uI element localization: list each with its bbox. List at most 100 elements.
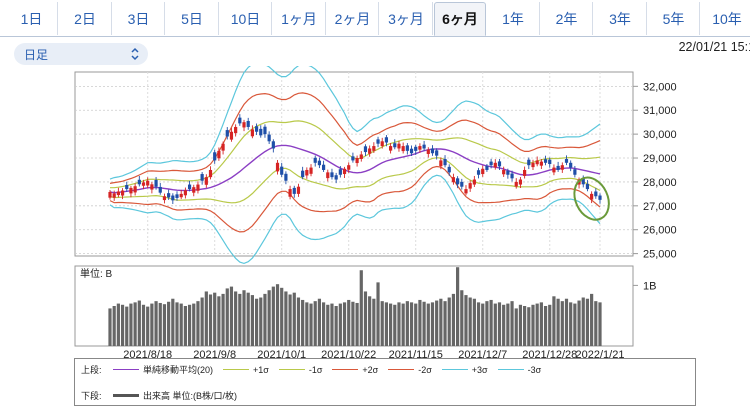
tab-6[interactable]: 2ヶ月: [327, 2, 379, 35]
volume-bar: [372, 298, 376, 346]
tab-7[interactable]: 3ヶ月: [381, 2, 433, 35]
candle-body: [489, 161, 493, 166]
time-tick-label: 2021/8/18: [123, 349, 172, 358]
tab-1[interactable]: 2日: [60, 2, 112, 35]
volume-bar: [418, 299, 422, 346]
time-tick-label: 2021/10/1: [257, 349, 306, 358]
candle-body: [426, 149, 430, 154]
candle-body: [133, 186, 137, 193]
candle-body: [468, 183, 472, 189]
volume-bar: [359, 270, 363, 346]
candle-body: [238, 117, 242, 124]
candle-body: [221, 143, 225, 151]
candle-body: [430, 148, 435, 154]
volume-unit-label: 単位: B: [80, 267, 113, 280]
tab-8[interactable]: 6ヶ月: [434, 2, 486, 36]
candle-body: [564, 158, 569, 163]
price-tick-label: 30,000: [643, 129, 677, 141]
volume-bar: [187, 304, 192, 346]
candle-body: [208, 169, 213, 178]
candle-body: [162, 196, 167, 201]
volume-bar: [585, 298, 590, 346]
candle-body: [234, 126, 238, 134]
tab-0[interactable]: 1日: [6, 2, 58, 35]
tab-5[interactable]: 1ヶ月: [274, 2, 326, 35]
candle-body: [590, 193, 594, 200]
volume-bar: [401, 303, 405, 346]
volume-bar: [133, 302, 137, 346]
volume-bar: [493, 303, 497, 346]
tab-4[interactable]: 10日: [220, 2, 272, 35]
volume-bar: [502, 304, 506, 346]
candle-body: [464, 189, 468, 194]
candle-body: [338, 169, 342, 175]
candle-body: [447, 166, 451, 173]
candle-body: [150, 184, 154, 190]
legend-swatch: [278, 369, 305, 370]
volume-bar: [116, 303, 120, 346]
volume-bar: [439, 298, 443, 346]
legend-swatch: [497, 369, 524, 370]
volume-bar: [338, 303, 342, 346]
price-tick-label: 31,000: [643, 105, 677, 117]
tab-11[interactable]: 3年: [595, 2, 647, 35]
tab-13[interactable]: 10年: [702, 2, 750, 35]
legend-upper-label: 上段:: [81, 365, 102, 375]
candle-body: [250, 129, 254, 137]
candle-body: [376, 139, 380, 144]
legend-item-label: 単純移動平均(20): [143, 365, 214, 375]
legend-item-5: +3σ: [441, 363, 488, 376]
time-tick-label: 2021/10/22: [321, 349, 376, 358]
candle-body: [510, 173, 514, 179]
candle-body: [271, 141, 275, 149]
band-plus1-line: [110, 120, 601, 189]
price-tick-label: 27,000: [643, 201, 677, 213]
tab-12[interactable]: 5年: [648, 2, 700, 35]
time-tick-label: 2022/1/21: [576, 349, 625, 358]
volume-bar: [179, 303, 183, 346]
volume-bar: [108, 308, 112, 346]
volume-bar: [326, 304, 330, 346]
volume-bar: [167, 301, 171, 346]
legend-swatch: [388, 369, 415, 370]
volume-bar: [485, 301, 489, 346]
candle-body: [305, 169, 309, 176]
legend-item-0: 単純移動平均(20): [113, 363, 213, 376]
tab-2[interactable]: 3日: [113, 2, 165, 35]
volume-bar: [250, 295, 254, 346]
volume-bar: [200, 297, 204, 346]
candle-body: [502, 169, 506, 175]
candle-body: [539, 161, 543, 166]
price-chart: 25,000 26,000 27,000 28,000 29,000 30,000 31,0…: [74, 66, 677, 358]
candle-body: [175, 194, 179, 198]
volume-bar: [129, 303, 133, 346]
candle-body: [556, 165, 560, 170]
volume-bar: [531, 304, 535, 346]
volume-bar: [246, 292, 250, 346]
tab-3[interactable]: 5日: [167, 2, 219, 35]
legend-item-volume: 出来高 単位:(B株/口/枚): [113, 389, 237, 402]
volume-bar: [334, 306, 338, 346]
tab-9[interactable]: 1年: [488, 2, 540, 35]
volume-bar: [460, 290, 464, 346]
volume-bar: [543, 306, 548, 346]
candle-body: [397, 143, 401, 149]
tab-10[interactable]: 2年: [541, 2, 593, 35]
volume-bar: [368, 296, 372, 346]
legend-item-label: -3σ: [527, 364, 542, 375]
candle-body: [514, 181, 518, 187]
volume-bar: [296, 297, 301, 346]
volume-bar: [489, 299, 493, 346]
volume-bar: [242, 290, 246, 346]
candle-body: [242, 122, 246, 128]
candle-body: [275, 162, 280, 172]
candle-body: [154, 180, 158, 187]
volume-bar: [363, 291, 368, 346]
candle-body: [560, 165, 564, 170]
volume-bar: [476, 302, 481, 346]
period-select[interactable]: 日足: [14, 43, 148, 65]
legend-item-label: -2σ: [418, 364, 432, 375]
candle-body: [543, 159, 548, 163]
legend-swatch: [223, 369, 250, 370]
candle-body: [146, 180, 150, 186]
